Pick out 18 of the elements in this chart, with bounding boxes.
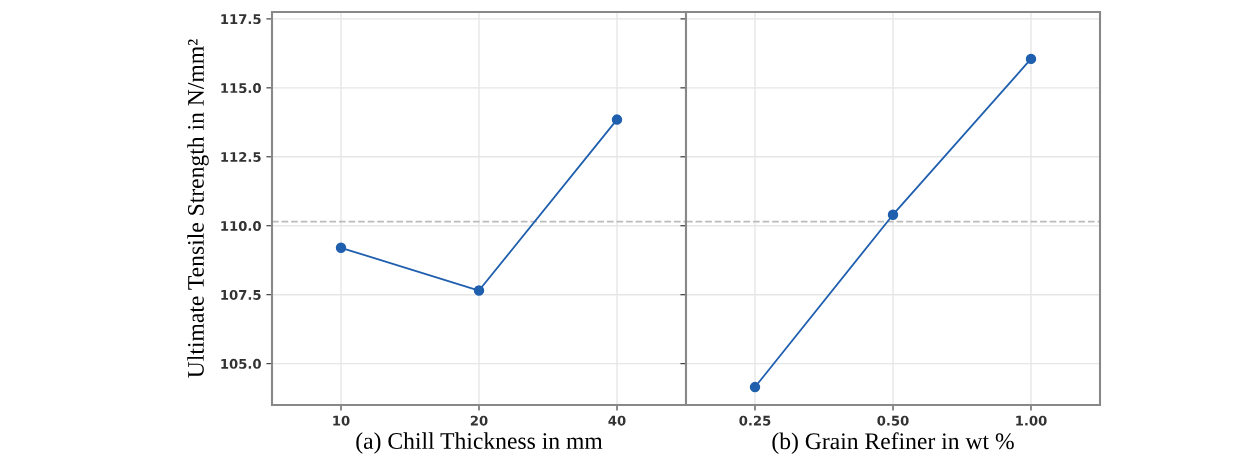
y-tick-label: 105.0 xyxy=(221,358,261,369)
x-tick-label: 40 xyxy=(608,415,626,426)
x-tick-label: 1.00 xyxy=(1016,415,1047,426)
y-tick-label: 117.5 xyxy=(221,14,261,25)
x-tick-label: 0.25 xyxy=(739,415,771,426)
y-tick-label: 110.0 xyxy=(221,220,261,231)
y-axis-title: Ultimate Tensile Strength in N/mm² xyxy=(187,39,209,378)
point xyxy=(473,285,485,296)
x-tick-label: 0.50 xyxy=(877,415,909,426)
x-tick-label: 10 xyxy=(333,415,350,426)
y-tick-label: 107.5 xyxy=(221,289,261,300)
y-tick-label: 112.5 xyxy=(221,152,261,162)
x-tick-label: 20 xyxy=(470,415,488,426)
point xyxy=(611,114,623,125)
point xyxy=(335,242,347,254)
x-axis-title: (a) Chill Thickness in mm xyxy=(356,432,603,454)
y-tick-label: 115.0 xyxy=(221,83,261,94)
x-axis-title: (b) Grain Refiner in wt % xyxy=(772,432,1014,455)
